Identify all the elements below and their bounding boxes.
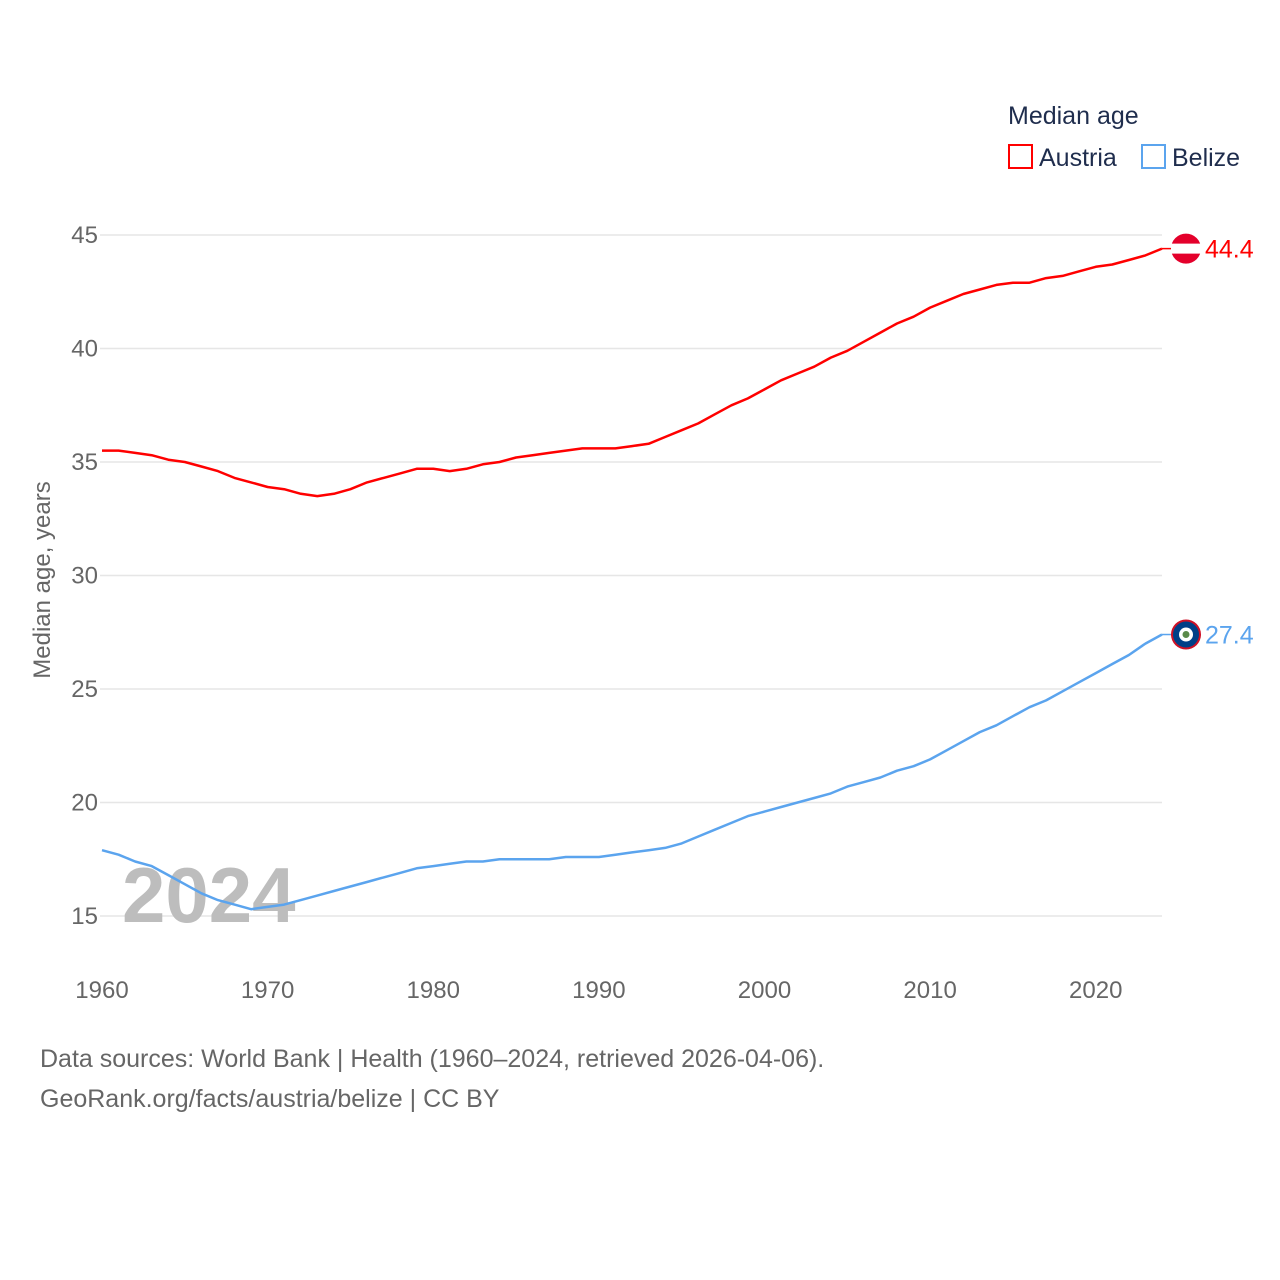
austria-flag-icon — [1171, 233, 1201, 264]
series-line-belize — [101, 633, 1163, 911]
end-label-austria: 44.4 — [1205, 236, 1254, 264]
x-tick-label: 1990 — [572, 977, 625, 1004]
series-line-austria — [102, 247, 1163, 498]
x-tick-label: 1960 — [75, 977, 128, 1004]
y-tick-label: 35 — [71, 449, 98, 476]
legend-swatch-belize — [1141, 144, 1166, 169]
y-tick-label: 15 — [71, 903, 98, 930]
legend-label-austria: Austria — [1039, 144, 1117, 172]
legend-item-belize[interactable]: Belize — [1141, 144, 1240, 172]
flag-white-band — [1171, 243, 1201, 254]
footer-attribution[interactable]: GeoRank.org/facts/austria/belize | CC BY — [40, 1085, 500, 1113]
legend-label-belize: Belize — [1172, 144, 1240, 172]
y-axis-title: Median age, years — [29, 481, 56, 678]
y-tick-label: 20 — [71, 790, 98, 817]
x-tick-label: 2000 — [738, 977, 791, 1004]
end-label-belize: 27.4 — [1205, 622, 1254, 650]
x-tick-label: 2020 — [1069, 977, 1122, 1004]
belize-flag-icon — [1171, 619, 1201, 650]
flag-emblem-center — [1182, 631, 1190, 639]
legend-item-austria[interactable]: Austria — [1008, 144, 1117, 172]
y-tick-label: 30 — [71, 563, 98, 590]
y-tick-label: 45 — [71, 222, 98, 249]
legend-swatch-austria — [1008, 144, 1033, 169]
x-tick-label: 1970 — [241, 977, 294, 1004]
y-tick-label: 25 — [71, 676, 98, 703]
y-tick-label: 40 — [71, 336, 98, 363]
legend-title: Median age — [1008, 102, 1139, 130]
footer-sources: Data sources: World Bank | Health (1960–… — [40, 1045, 825, 1073]
x-tick-label: 2010 — [903, 977, 956, 1004]
x-tick-label: 1980 — [407, 977, 460, 1004]
